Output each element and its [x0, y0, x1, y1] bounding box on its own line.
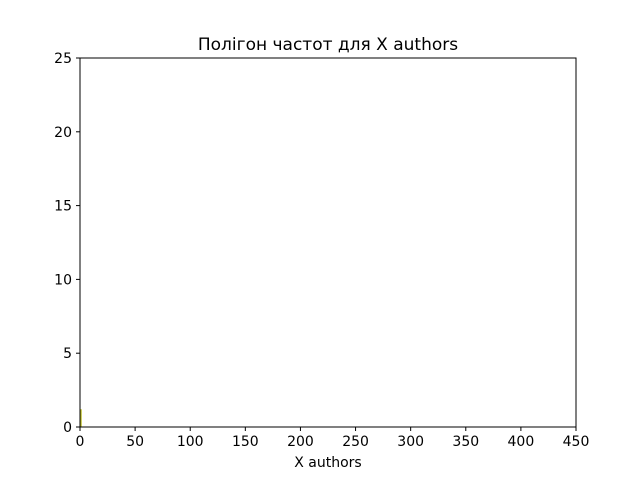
x-axis-label: X authors	[294, 455, 361, 471]
x-tick-label: 0	[76, 434, 85, 450]
y-tick-label: 0	[63, 420, 72, 436]
y-tick-label: 10	[54, 272, 72, 288]
x-tick-label: 300	[397, 434, 424, 450]
y-tick-label: 20	[54, 125, 72, 141]
x-tick-label: 400	[508, 434, 535, 450]
x-tick-label: 150	[232, 434, 259, 450]
x-tick-label: 350	[452, 434, 479, 450]
x-tick-label: 250	[342, 434, 369, 450]
x-tick-label: 50	[126, 434, 144, 450]
y-tick-label: 5	[63, 346, 72, 362]
x-axis-ticks: 0 50 100 150 200 250 300 350 400 450	[76, 427, 590, 450]
chart-title: Полігон частот для X authors	[198, 35, 458, 55]
x-tick-label: 100	[177, 434, 204, 450]
y-axis-ticks: 0 5 10 15 20 25	[54, 51, 80, 436]
plot-area-frame	[79, 57, 577, 428]
y-tick-label: 15	[54, 199, 72, 215]
x-tick-label: 200	[287, 434, 314, 450]
x-tick-label: 450	[563, 434, 590, 450]
y-tick-label: 25	[54, 51, 72, 67]
